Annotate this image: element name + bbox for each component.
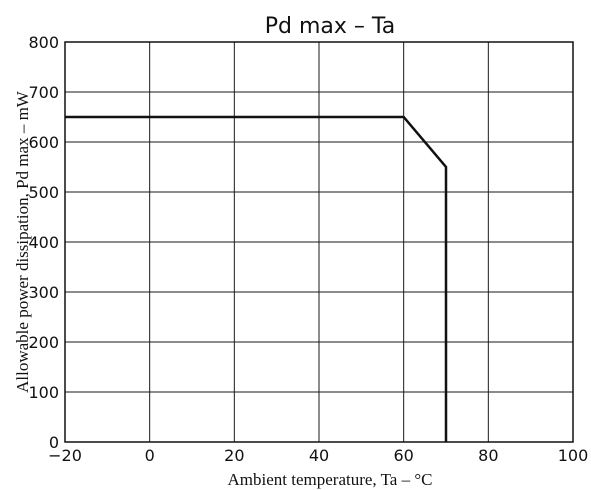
x-tick-label: 20: [224, 446, 244, 465]
x-axis-label: Ambient temperature, Ta – °C: [228, 470, 433, 489]
y-tick-label: 200: [28, 333, 59, 352]
y-tick-labels: 0 100 200 300 400 500 600 700 800: [28, 33, 59, 452]
y-tick-label: 800: [28, 33, 59, 52]
x-tick-label: 60: [393, 446, 413, 465]
x-tick-label: 100: [558, 446, 589, 465]
x-tick-label: 40: [309, 446, 329, 465]
y-tick-label: 500: [28, 183, 59, 202]
grid: [64, 41, 574, 443]
plot-frame: [64, 41, 574, 443]
y-tick-label: 600: [28, 133, 59, 152]
x-tick-label: 0: [145, 446, 155, 465]
y-tick-label: 400: [28, 233, 59, 252]
x-tick-label: 80: [478, 446, 498, 465]
y-tick-label: 0: [49, 433, 59, 452]
y-tick-label: 300: [28, 283, 59, 302]
x-tick-labels: −20 0 20 40 60 80 100: [48, 446, 588, 465]
y-axis-label: Allowable power dissipation, Pd max – mW: [13, 90, 32, 393]
series-line-pd-max: [65, 115, 448, 442]
y-tick-label: 700: [28, 83, 59, 102]
chart-title: Pd max – Ta: [265, 14, 395, 39]
y-tick-label: 100: [28, 383, 59, 402]
x-tick-label: −20: [48, 446, 82, 465]
